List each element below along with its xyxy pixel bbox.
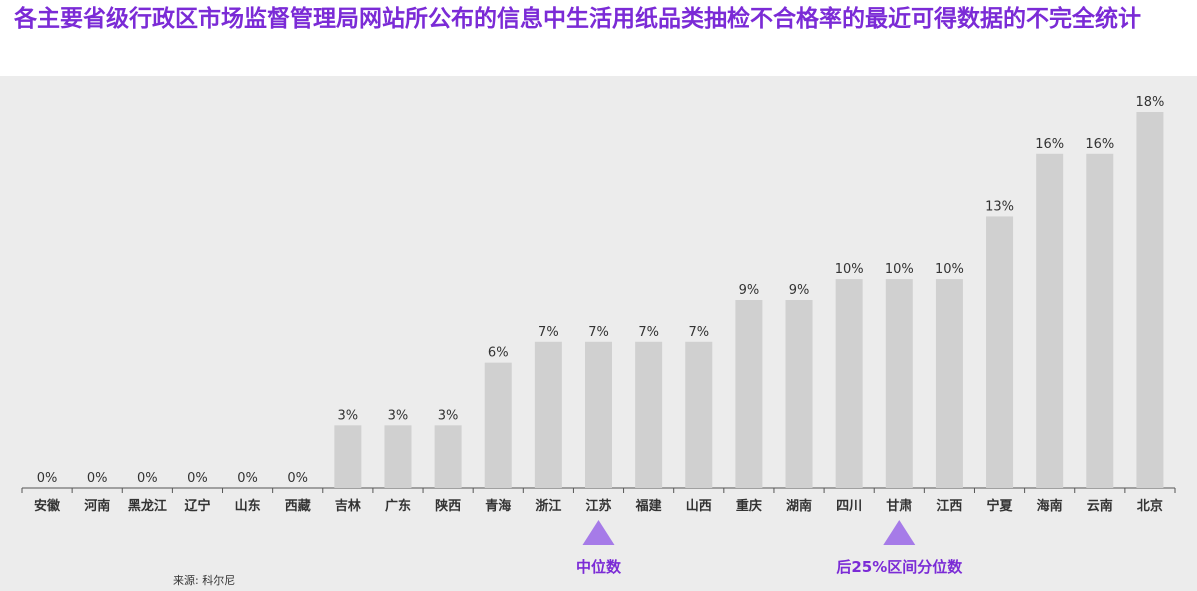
bar: [986, 216, 1014, 488]
median-marker-triangle: [582, 520, 615, 545]
bar: [635, 341, 663, 488]
bar: [785, 300, 813, 488]
category-label: 广东: [385, 498, 411, 514]
data-label: 7%: [638, 325, 659, 340]
category-label: 浙江: [535, 498, 561, 514]
category-label: 辽宁: [184, 498, 210, 514]
category-label: 陕西: [435, 498, 461, 514]
category-label: 西藏: [285, 498, 311, 514]
upper-quartile-marker-triangle: [883, 520, 916, 545]
category-label: 海南: [1037, 498, 1063, 514]
data-label: 16%: [1035, 137, 1064, 152]
bar: [1086, 153, 1114, 488]
category-label: 重庆: [736, 498, 762, 514]
category-label: 甘肃: [886, 498, 912, 514]
data-label: 3%: [338, 408, 359, 423]
data-label: 0%: [137, 471, 158, 486]
category-label: 安徽: [34, 498, 61, 514]
bar: [935, 279, 963, 488]
bar: [434, 425, 462, 488]
median-marker-label: 中位数: [575, 558, 622, 576]
data-label: 0%: [187, 471, 208, 486]
data-label: 0%: [287, 471, 308, 486]
category-label: 江苏: [585, 498, 611, 514]
bar: [735, 300, 763, 488]
data-label: 0%: [237, 471, 258, 486]
bar: [585, 341, 612, 488]
category-label: 吉林: [335, 498, 361, 514]
category-label: 河南: [84, 498, 110, 514]
data-label: 16%: [1085, 137, 1114, 152]
data-label: 0%: [87, 471, 108, 486]
data-label: 13%: [985, 199, 1014, 214]
bar: [1036, 153, 1064, 488]
category-label: 湖南: [786, 498, 812, 514]
bar: [685, 341, 713, 488]
category-label: 北京: [1137, 498, 1163, 514]
bar: [534, 341, 562, 488]
bar: [334, 425, 362, 488]
category-label: 四川: [836, 499, 862, 514]
category-label: 青海: [485, 498, 511, 514]
category-label: 云南: [1087, 498, 1113, 514]
category-label: 黑龙江: [128, 498, 167, 514]
data-label: 9%: [789, 283, 810, 298]
category-label: 山西: [686, 498, 712, 514]
data-label: 6%: [488, 346, 509, 361]
data-label: 0%: [37, 471, 58, 486]
data-label: 10%: [935, 262, 964, 277]
bar: [885, 279, 913, 488]
data-label: 7%: [688, 325, 709, 340]
bar: [384, 425, 412, 488]
data-label: 3%: [388, 408, 409, 423]
category-label: 宁夏: [987, 498, 1014, 514]
data-label: 9%: [739, 283, 760, 298]
bar: [1136, 112, 1164, 488]
category-label: 山东: [235, 498, 261, 514]
category-label: 福建: [635, 498, 662, 514]
bar: [484, 362, 512, 488]
data-label: 7%: [538, 325, 559, 340]
data-label: 7%: [588, 325, 609, 340]
data-label: 10%: [835, 262, 864, 277]
chart-title: 各主要省级行政区市场监督管理局网站所公布的信息中生活用纸品类抽检不合格率的最近可…: [14, 6, 1141, 32]
bar: [835, 279, 863, 488]
upper-quartile-marker-label: 后25%区间分位数: [836, 558, 963, 576]
category-label: 江西: [936, 498, 962, 514]
source-note: 来源: 科尔尼: [173, 574, 236, 587]
data-label: 10%: [885, 262, 914, 277]
data-label: 18%: [1135, 95, 1164, 110]
data-label: 3%: [438, 408, 459, 423]
